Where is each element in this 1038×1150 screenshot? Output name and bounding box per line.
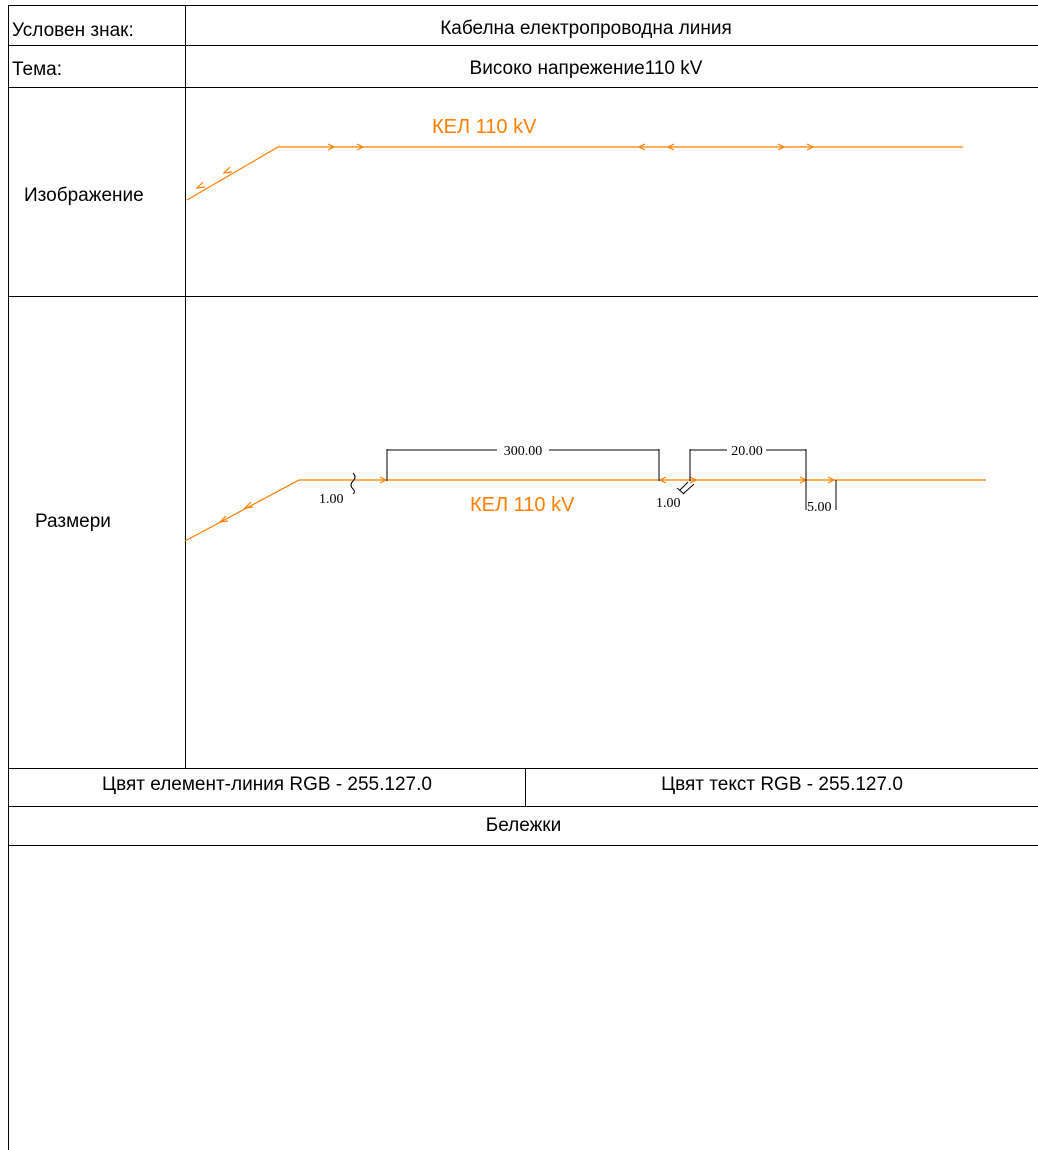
row-divider-3 [8,296,1038,297]
direction-arrow-7 [777,143,786,151]
notes-label: Бележки [485,815,562,836]
direction-arrow-9 [218,515,229,523]
direction-arrow-6 [666,143,675,151]
color-row-divider [525,768,526,806]
dim-length-gap: 20.00 [731,444,763,459]
cable-label-image: КЕЛ 110 kV [432,116,537,138]
image-label: Изображение [24,185,144,206]
direction-arrow-10 [243,501,254,509]
direction-arrow-2 [222,166,233,174]
frame-left [8,5,9,1150]
direction-arrow-8 [806,143,815,151]
label-column-divider [185,5,186,768]
direction-arrow-13 [689,476,698,484]
cable-line-dimensions [184,479,986,542]
dim-length-main: 300.00 [504,444,543,459]
direction-arrow-12 [658,476,667,484]
row-divider-5 [8,806,1038,807]
row-divider-6 [8,845,1038,846]
text-color-spec: Цвят текст RGB - 255.127.0 [661,774,903,795]
direction-arrow-5 [637,143,646,151]
direction-arrow-1 [195,181,206,189]
frame-top [8,5,1038,6]
row-divider-1 [8,45,1038,46]
dim-tick-mid: 1.00 [656,496,681,511]
dimensions-label: Размери [35,511,111,532]
cable-label-dimensions: КЕЛ 110 kV [470,494,575,516]
dim-tick-left: 1.00 [319,492,344,507]
direction-arrow-15 [827,476,836,484]
theme-label: Тема: [12,59,63,80]
dim-offset: 5.00 [807,500,832,515]
cable-line-symbol [184,143,986,542]
dim-1-left-mark [350,472,356,495]
direction-arrow-3 [327,143,336,151]
direction-arrow-4 [356,143,365,151]
symbol-label: Условен знак: [12,20,134,41]
symbol-value: Кабелна електропроводна линия [440,18,732,39]
row-divider-4 [8,768,1038,769]
cable-line-image [186,146,963,201]
theme-value: Високо напрежение110 kV [469,58,703,79]
row-divider-2 [8,87,1038,88]
direction-arrow-11 [379,476,388,484]
dimension-lines [350,449,837,510]
line-color-spec: Цвят елемент-линия RGB - 255.127.0 [102,774,432,795]
dim-1-mid-mark [676,481,695,495]
